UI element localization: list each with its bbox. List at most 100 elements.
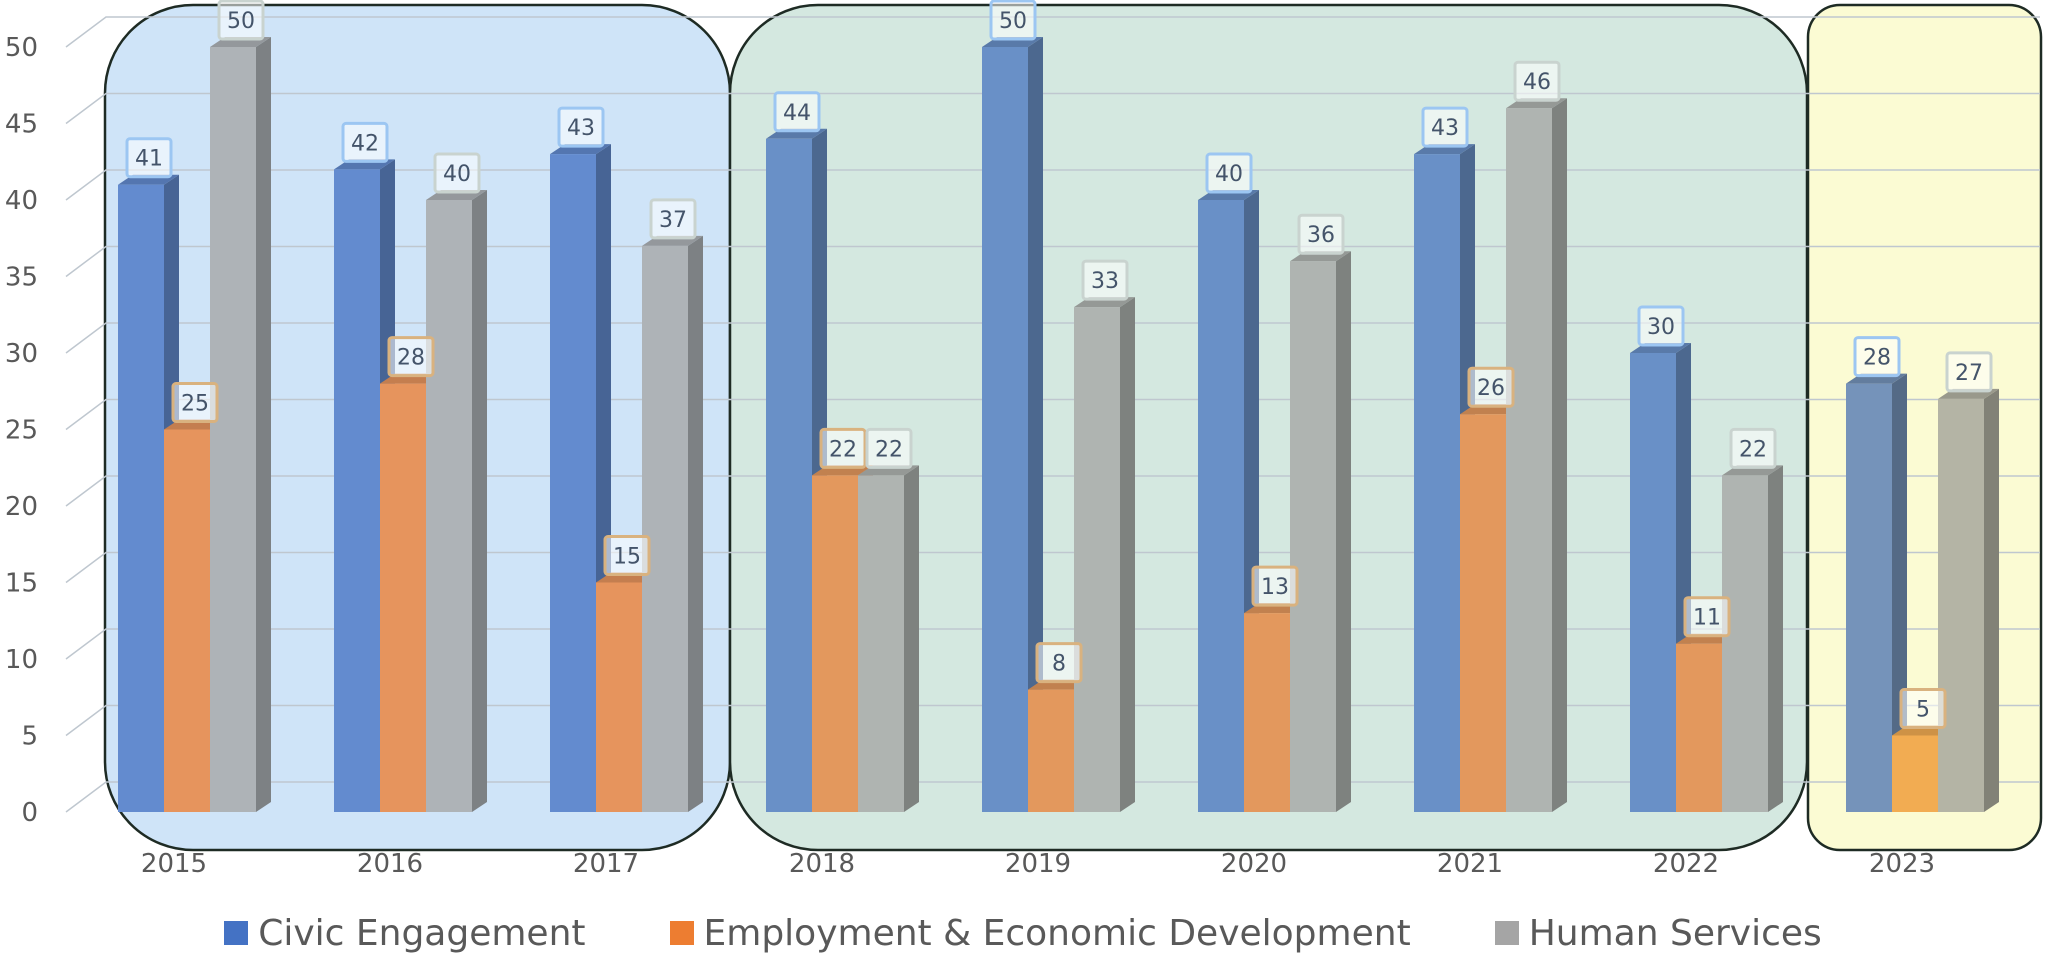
- data-label: 46: [1513, 60, 1561, 102]
- y-tick-label: 10: [5, 645, 38, 675]
- svg-text:22: 22: [1739, 437, 1767, 462]
- bar: [426, 190, 487, 812]
- legend-swatch: [224, 921, 249, 945]
- svg-text:27: 27: [1955, 361, 1983, 386]
- legend-label: Human Services: [1528, 912, 1822, 954]
- bar: [1290, 251, 1351, 812]
- legend-label: Civic Engagement: [258, 912, 586, 954]
- bar: [1938, 388, 1999, 812]
- bar: [1414, 144, 1475, 813]
- data-label: 50: [989, 0, 1037, 41]
- x-tick-label: 2022: [1653, 849, 1719, 879]
- x-tick-label: 2020: [1221, 849, 1287, 879]
- data-label: 25: [171, 382, 219, 423]
- data-label: 22: [865, 427, 913, 469]
- bar: [982, 37, 1043, 812]
- svg-text:50: 50: [999, 9, 1027, 34]
- gridlines: [65, 16, 2040, 813]
- y-tick-label: 20: [5, 492, 38, 522]
- gridline: [65, 245, 2040, 278]
- gridline: [65, 169, 2040, 201]
- data-label: 37: [649, 198, 697, 240]
- data-label: 27: [1945, 351, 1993, 393]
- svg-text:22: 22: [829, 437, 857, 462]
- svg-text:28: 28: [1863, 346, 1891, 371]
- svg-text:37: 37: [659, 208, 687, 233]
- data-label: 15: [603, 535, 651, 576]
- data-label: 8: [1035, 642, 1083, 684]
- svg-text:40: 40: [443, 162, 471, 187]
- svg-text:50: 50: [227, 9, 255, 34]
- svg-text:44: 44: [783, 101, 811, 126]
- data-label: 28: [1853, 336, 1901, 378]
- x-tick-label: 2017: [573, 849, 639, 879]
- legend-label: Employment & Economic Development: [703, 912, 1411, 954]
- gridline: [65, 704, 2040, 737]
- svg-text:40: 40: [1215, 162, 1243, 187]
- legend-item: Human Services: [1494, 912, 1822, 954]
- svg-text:43: 43: [1431, 116, 1459, 141]
- y-tick-label: 25: [5, 416, 38, 446]
- x-tick-label: 2018: [789, 849, 855, 879]
- x-tick-label: 2023: [1869, 849, 1935, 879]
- bar: [1892, 725, 1953, 812]
- bar: [1074, 297, 1135, 813]
- svg-text:43: 43: [567, 116, 595, 141]
- svg-text:22: 22: [875, 437, 903, 462]
- x-tick-label: 2019: [1005, 849, 1071, 879]
- data-label: 40: [1205, 152, 1253, 194]
- gridline: [65, 781, 2040, 813]
- data-label: 40: [433, 152, 481, 194]
- legend-swatch: [1494, 921, 1519, 945]
- gridline: [65, 398, 2040, 431]
- svg-text:15: 15: [613, 545, 641, 570]
- svg-text:26: 26: [1477, 376, 1505, 401]
- svg-text:5: 5: [1916, 698, 1930, 723]
- svg-text:42: 42: [351, 131, 379, 156]
- x-tick-label: 2021: [1437, 849, 1503, 879]
- data-label: 30: [1637, 305, 1685, 347]
- y-tick-label: 30: [5, 339, 38, 369]
- y-axis-ticks: 0 5 10 15 20 25 30 35 40 45 50: [5, 33, 38, 828]
- y-tick-label: 5: [21, 722, 38, 752]
- gridline: [65, 475, 2040, 507]
- svg-text:8: 8: [1052, 652, 1066, 677]
- y-tick-label: 35: [5, 263, 38, 293]
- data-label: 11: [1683, 596, 1731, 638]
- data-label: 33: [1081, 259, 1129, 301]
- svg-text:41: 41: [135, 147, 163, 172]
- bar: [858, 465, 919, 812]
- x-tick-label: 2015: [141, 849, 207, 879]
- svg-text:36: 36: [1307, 223, 1335, 248]
- svg-text:33: 33: [1091, 269, 1119, 294]
- gridline: [65, 551, 2040, 584]
- legend: Civic Engagement Employment & Economic De…: [0, 908, 2046, 958]
- data-label: 50: [217, 0, 265, 41]
- svg-text:13: 13: [1261, 575, 1289, 600]
- gridline: [65, 628, 2040, 660]
- svg-text:28: 28: [397, 346, 425, 371]
- bar: [1198, 190, 1259, 812]
- legend-swatch: [669, 921, 694, 945]
- legend-item: Civic Engagement: [224, 912, 586, 954]
- gridline: [65, 322, 2040, 354]
- x-axis-ticks: 2015 2016 2017 2018 2019 2020 2021 2022 2023: [141, 849, 1935, 879]
- bar: [210, 37, 271, 812]
- data-label: 5: [1899, 688, 1947, 729]
- y-tick-label: 50: [5, 33, 38, 63]
- svg-text:46: 46: [1523, 70, 1551, 95]
- data-label: 28: [387, 336, 435, 378]
- svg-text:25: 25: [181, 392, 209, 417]
- data-labels: 41 25 50 42 28 40 43 15 37 44 22 22 50 8 33 40 13 36 43 26 4…: [125, 0, 1993, 729]
- data-label: 43: [1421, 106, 1469, 148]
- y-tick-label: 40: [5, 186, 38, 216]
- data-label: 22: [1729, 427, 1777, 469]
- legend-item: Employment & Economic Development: [669, 912, 1411, 954]
- x-tick-label: 2016: [357, 849, 423, 879]
- svg-text:30: 30: [1647, 315, 1675, 340]
- y-tick-label: 15: [5, 569, 38, 599]
- gridline: [65, 92, 2040, 125]
- data-label: 41: [125, 137, 173, 179]
- bar: [1506, 98, 1567, 812]
- y-tick-label: 0: [21, 798, 38, 828]
